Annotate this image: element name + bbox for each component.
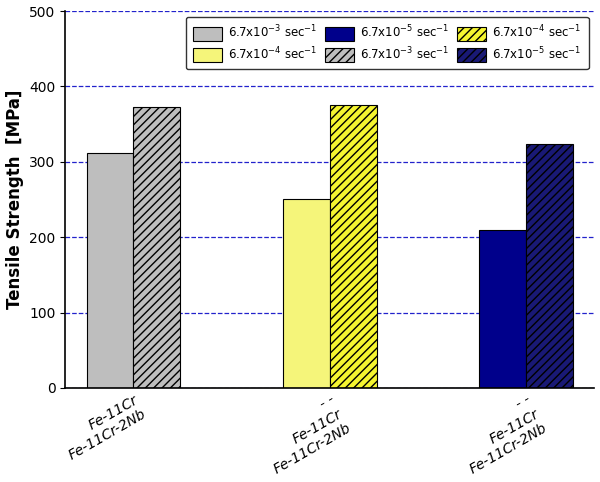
Bar xyxy=(133,107,181,388)
Bar xyxy=(283,200,330,388)
Bar xyxy=(479,230,526,388)
Bar xyxy=(86,153,133,388)
Y-axis label: Tensile Strength  [MPa]: Tensile Strength [MPa] xyxy=(5,90,23,309)
Bar xyxy=(526,145,573,388)
Legend: 6.7x10$^{-3}$ sec$^{-1}$, 6.7x10$^{-4}$ sec$^{-1}$, 6.7x10$^{-5}$ sec$^{-1}$, 6.: 6.7x10$^{-3}$ sec$^{-1}$, 6.7x10$^{-4}$ … xyxy=(186,17,589,69)
Bar xyxy=(330,105,377,388)
